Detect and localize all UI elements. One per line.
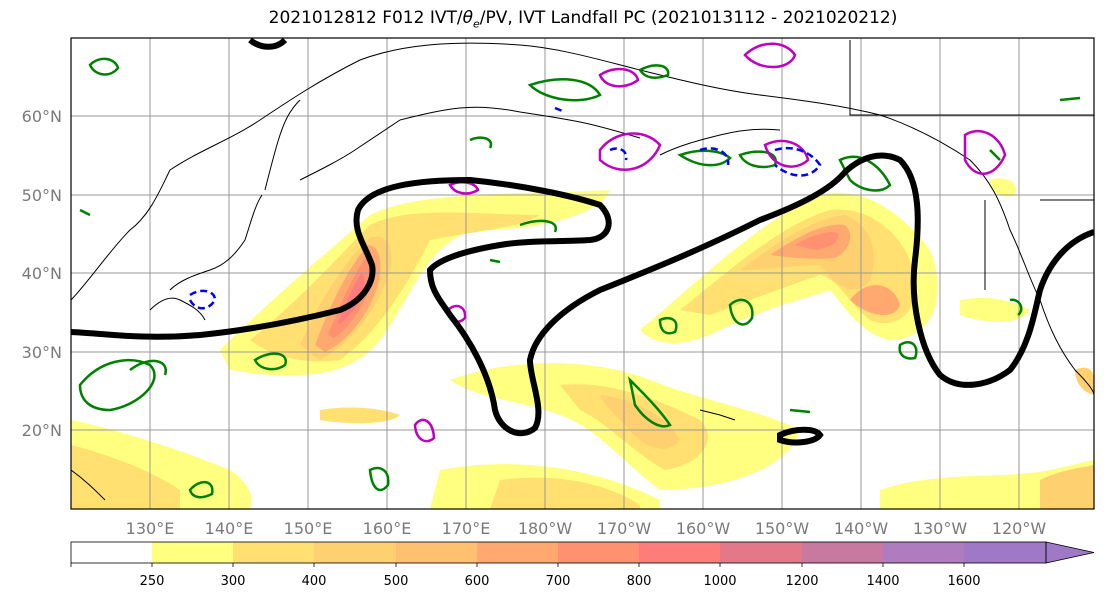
pc-contour: [71, 38, 1094, 446]
colorbar-label: 700: [546, 574, 571, 589]
lon-label: 140°W: [834, 519, 889, 538]
colorbar-segment: [964, 542, 1046, 563]
title-prefix: 2021012812 F012 IVT/: [268, 8, 463, 28]
colorbar-segment: [639, 542, 720, 563]
lat-label: 30°N: [22, 343, 62, 362]
lat-label: 60°N: [22, 107, 62, 126]
lon-label: 160°E: [363, 519, 412, 538]
colorbar-segment: [152, 542, 233, 563]
colorbar-segment: [233, 542, 314, 563]
lat-label: 50°N: [22, 186, 62, 205]
theta-e-contours: [78, 57, 1081, 499]
lon-label: 130°E: [126, 519, 175, 538]
lat-axis-labels: 60°N 50°N 40°N 30°N 20°N: [22, 107, 62, 440]
lat-label: 20°N: [22, 421, 62, 440]
colorbar-segment: [883, 542, 964, 563]
lat-label: 40°N: [22, 264, 62, 283]
colorbar-segment: [720, 542, 802, 563]
gridlines: [71, 38, 1094, 509]
lon-label: 180°W: [518, 519, 573, 538]
map-frame: [70, 37, 1095, 510]
pv-negative-contours: [188, 106, 822, 310]
colorbar-label: 1400: [866, 574, 899, 589]
colorbar-frame: [70, 541, 1047, 564]
colorbar-segment: [396, 542, 477, 563]
colorbar-segment: [477, 542, 558, 563]
lon-label: 160°W: [676, 519, 731, 538]
colorbar-ticks: [70, 563, 965, 567]
colorbar-label: 1600: [947, 574, 980, 589]
colorbar-label: 300: [221, 574, 246, 589]
colorbar-label: 400: [302, 574, 327, 589]
colorbar-label: 250: [140, 574, 165, 589]
title-theta: θ: [462, 8, 473, 28]
colorbar-segment: [558, 542, 639, 563]
colorbar-label: 600: [465, 574, 490, 589]
colorbar-label: 1000: [703, 574, 736, 589]
colorbar-extend-arrow: [1045, 541, 1095, 564]
lon-label: 150°W: [755, 519, 810, 538]
title-suffix: /PV, IVT Landfall PC (2021013112 - 20210…: [479, 8, 898, 28]
lon-label: 150°E: [284, 519, 333, 538]
ivt-shading: [71, 178, 1094, 509]
lon-label: 170°W: [597, 519, 652, 538]
colorbar-label: 500: [384, 574, 409, 589]
colorbar-label: 800: [627, 574, 652, 589]
colorbar-segment: [71, 542, 152, 563]
lon-axis-labels: 130°E 140°E 150°E 160°E 170°E 180°W 170°…: [126, 519, 1047, 538]
colorbar-segment: [802, 542, 883, 563]
lon-label: 170°E: [442, 519, 491, 538]
title-theta-sub: e: [472, 17, 480, 31]
lon-label: 120°W: [992, 519, 1047, 538]
colorbar: 250 300 400 500 600 700 800 1000 1200 14…: [70, 541, 1095, 589]
colorbar-segment: [314, 542, 396, 563]
lon-label: 140°E: [205, 519, 254, 538]
lon-label: 130°W: [913, 519, 968, 538]
colorbar-label: 1200: [785, 574, 818, 589]
map-title: 2021012812 F012 IVT/θe/PV, IVT Landfall …: [0, 8, 1105, 30]
